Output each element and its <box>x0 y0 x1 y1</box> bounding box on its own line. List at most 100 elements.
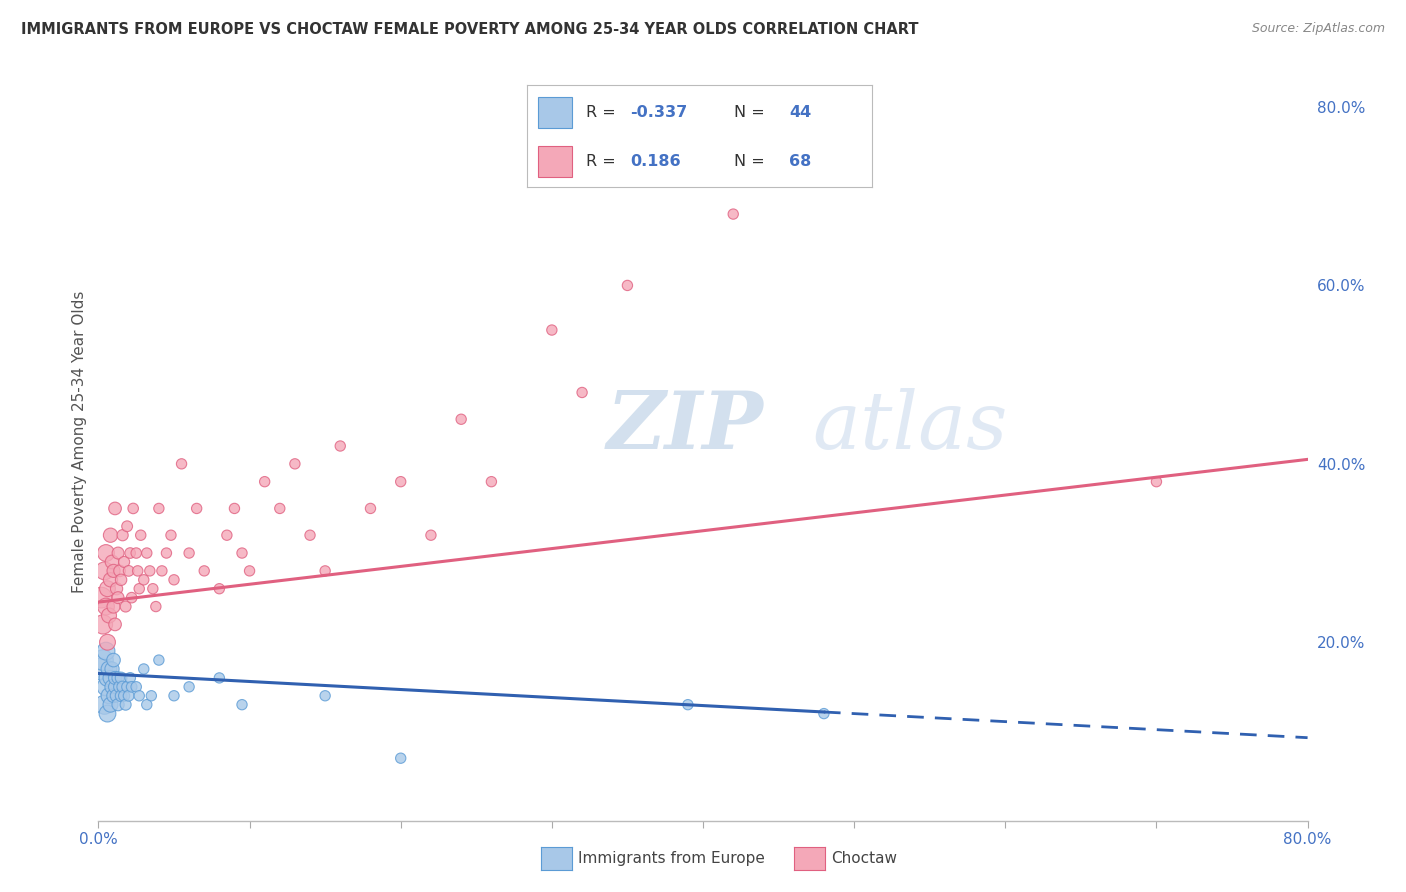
Point <box>170 457 193 471</box>
Point <box>148 653 170 667</box>
Point <box>141 689 163 703</box>
Point <box>112 689 135 703</box>
Point <box>450 412 472 426</box>
Point <box>135 546 157 560</box>
Bar <box>537 97 572 128</box>
Point <box>96 635 118 649</box>
Point <box>103 599 125 614</box>
Point <box>98 689 121 703</box>
Point <box>108 680 131 694</box>
Point <box>142 582 165 596</box>
Text: R =: R = <box>586 154 626 169</box>
Point <box>299 528 322 542</box>
Point <box>208 671 231 685</box>
Point <box>481 475 503 489</box>
Point <box>129 528 152 542</box>
Point <box>101 680 124 694</box>
Text: R =: R = <box>586 105 620 120</box>
Point <box>125 680 148 694</box>
Point <box>98 662 121 676</box>
Point <box>103 564 125 578</box>
Text: N =: N = <box>734 105 770 120</box>
Point <box>253 475 276 489</box>
Point <box>110 573 132 587</box>
Point <box>107 671 129 685</box>
Point <box>420 528 443 542</box>
Point <box>115 680 138 694</box>
Point <box>231 698 253 712</box>
Point <box>120 546 142 560</box>
Point <box>224 501 246 516</box>
Point <box>1144 475 1167 489</box>
Point <box>101 662 124 676</box>
Point <box>616 278 638 293</box>
Point <box>155 546 177 560</box>
Point <box>98 608 121 623</box>
Point <box>571 385 593 400</box>
Point <box>114 599 136 614</box>
Point <box>96 706 118 721</box>
Point <box>148 501 170 516</box>
Point <box>132 662 155 676</box>
Point <box>389 475 412 489</box>
Point <box>100 671 122 685</box>
Point <box>723 207 745 221</box>
Point <box>111 680 134 694</box>
Point <box>813 706 835 721</box>
Point <box>163 573 186 587</box>
Point <box>540 323 562 337</box>
Bar <box>537 146 572 177</box>
Point <box>121 680 143 694</box>
Point <box>104 680 127 694</box>
Point <box>96 671 118 685</box>
Point <box>94 644 117 658</box>
Point <box>118 564 141 578</box>
Point <box>100 573 122 587</box>
Point <box>94 599 117 614</box>
Point <box>107 546 129 560</box>
Point <box>186 501 208 516</box>
Text: Choctaw: Choctaw <box>831 851 897 865</box>
Point <box>208 582 231 596</box>
Text: 0.186: 0.186 <box>630 154 682 169</box>
Point <box>389 751 412 765</box>
Point <box>93 564 115 578</box>
Point <box>114 698 136 712</box>
Point <box>121 591 143 605</box>
Point <box>314 564 336 578</box>
Point <box>150 564 173 578</box>
Point <box>122 501 145 516</box>
Point <box>127 564 149 578</box>
Point <box>105 689 128 703</box>
Point <box>101 555 124 569</box>
Point <box>90 662 112 676</box>
Point <box>231 546 253 560</box>
Point <box>193 564 215 578</box>
Point <box>128 582 150 596</box>
Point <box>105 582 128 596</box>
Point <box>676 698 699 712</box>
Point <box>110 671 132 685</box>
Point <box>179 546 201 560</box>
Point <box>91 653 114 667</box>
Point <box>100 698 122 712</box>
Point <box>90 591 112 605</box>
Point <box>96 582 118 596</box>
Text: 44: 44 <box>789 105 811 120</box>
Point <box>107 591 129 605</box>
Point <box>239 564 262 578</box>
Text: -0.337: -0.337 <box>630 105 688 120</box>
Point <box>215 528 238 542</box>
Point <box>94 680 117 694</box>
Point <box>139 564 162 578</box>
Point <box>108 564 131 578</box>
Text: N =: N = <box>734 154 770 169</box>
Point <box>120 671 142 685</box>
Point <box>104 671 127 685</box>
Point <box>104 617 127 632</box>
Text: IMMIGRANTS FROM EUROPE VS CHOCTAW FEMALE POVERTY AMONG 25-34 YEAR OLDS CORRELATI: IMMIGRANTS FROM EUROPE VS CHOCTAW FEMALE… <box>21 22 918 37</box>
Point <box>103 653 125 667</box>
Point <box>329 439 352 453</box>
Point <box>93 698 115 712</box>
Point <box>314 689 336 703</box>
